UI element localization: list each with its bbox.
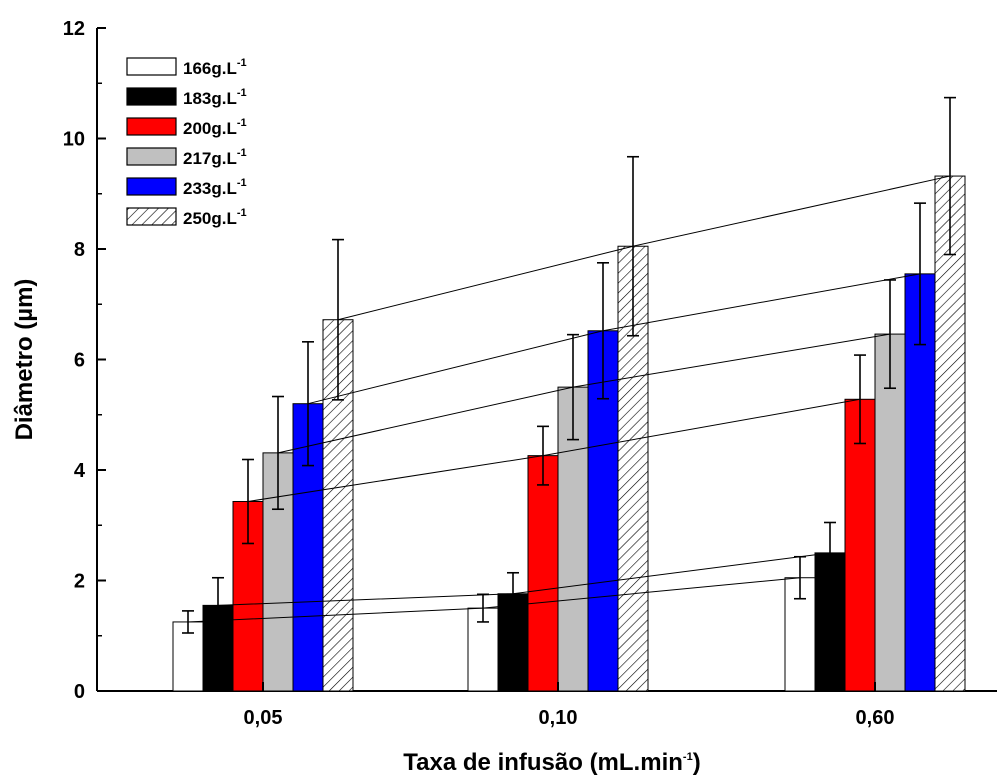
legend-label: 166g.L-1 (183, 57, 247, 78)
y-tick-label: 0 (74, 681, 85, 703)
legend-label: 233g.L-1 (183, 177, 247, 198)
error-bars (182, 96, 956, 634)
legend-swatch (126, 177, 177, 196)
y-tick-label: 2 (74, 571, 85, 593)
x-tick-label: 0,10 (539, 707, 578, 729)
x-tick-label: 0,05 (244, 707, 283, 729)
y-tick-label: 6 (74, 350, 85, 372)
y-axis-ticks: 0 2 4 6 8 10 12 (63, 18, 106, 703)
bar (874, 333, 906, 692)
legend-label: 250g.L-1 (183, 207, 247, 228)
legend: 166g.L-1 183g.L-1 200g.L-1 217g.L-1 233g.L-1… (126, 57, 247, 228)
legend-swatch (126, 117, 177, 136)
legend-label: 200g.L-1 (183, 117, 247, 138)
x-tick-label: 0,60 (856, 707, 895, 729)
y-tick-label: 4 (74, 460, 86, 482)
legend-swatch (126, 207, 177, 226)
legend-label: 217g.L-1 (183, 147, 247, 168)
y-axis-title: Diâmetro (µm) (11, 279, 38, 441)
bars (172, 175, 966, 692)
legend-swatch (126, 147, 177, 166)
y-tick-label: 12 (63, 18, 85, 40)
bar (934, 175, 966, 692)
bar (844, 398, 876, 692)
y-tick-label: 10 (63, 129, 85, 151)
legend-label: 183g.L-1 (183, 87, 247, 108)
bar (527, 455, 559, 692)
x-axis-ticks: 0,05 0,10 0,60 (244, 682, 895, 729)
legend-swatch (126, 87, 177, 106)
legend-swatch (126, 57, 177, 76)
y-tick-label: 8 (74, 239, 85, 261)
x-axis-title: Taxa de infusão (mL.min-1) (403, 749, 700, 776)
